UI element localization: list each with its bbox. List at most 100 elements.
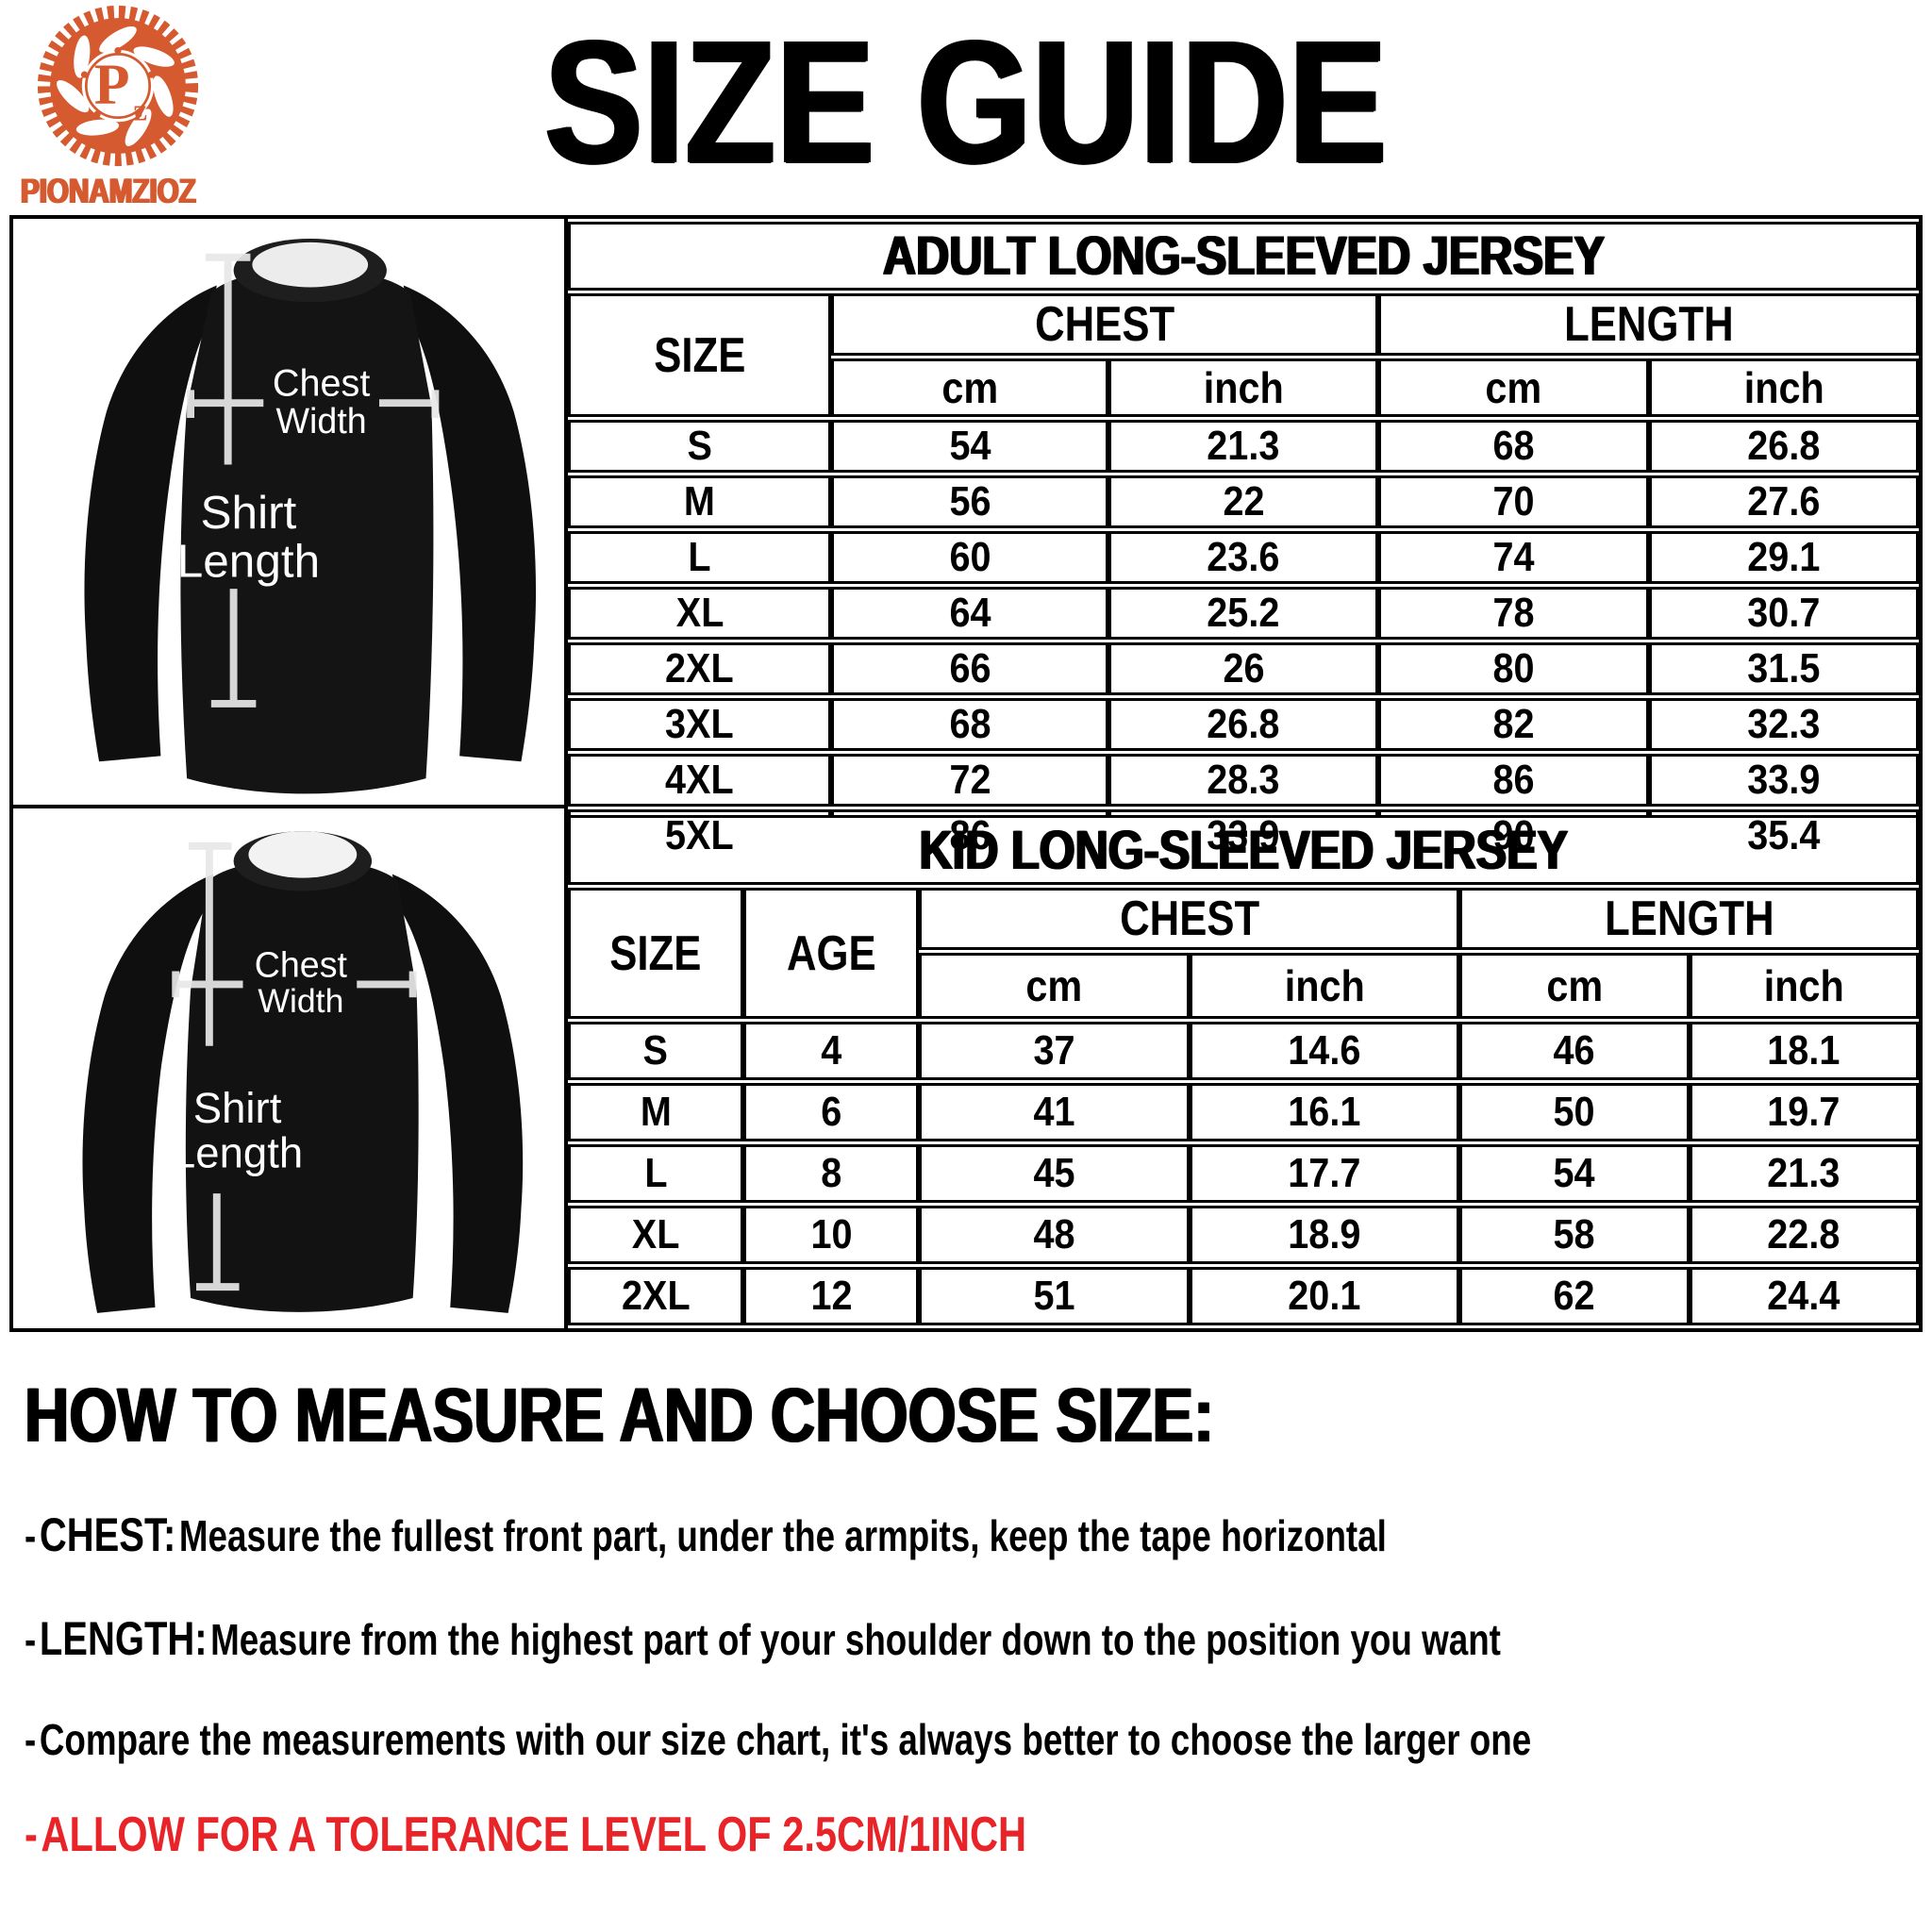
instruction-compare: - Compare the measurements with our size…	[25, 1717, 1917, 1762]
unit-header-cm: cm	[831, 358, 1108, 417]
unit-header-cm: cm	[919, 953, 1190, 1019]
table-cell: 68	[831, 698, 1108, 751]
table-cell: S	[568, 420, 832, 473]
bullet-dash: -	[25, 1614, 37, 1664]
kid-shirt-diagram: Chest Width Shirt Length	[13, 808, 564, 1328]
table-cell: 26	[1108, 642, 1379, 695]
table-cell: 18.1	[1689, 1022, 1919, 1080]
table-cell: 31.5	[1648, 642, 1919, 695]
table-cell: 41	[919, 1083, 1190, 1141]
table-cell: M	[568, 475, 832, 528]
how-to-measure-heading: HOW TO MEASURE AND CHOOSE SIZE:	[25, 1373, 1215, 1458]
unit-header-cm: cm	[1459, 953, 1690, 1019]
table-cell: 23.6	[1108, 531, 1379, 584]
chest-width-label: Width	[276, 401, 367, 441]
table-cell: 3XL	[568, 698, 832, 751]
table-cell: 19.7	[1689, 1083, 1919, 1141]
table-cell: 54	[831, 420, 1108, 473]
bullet-dash: -	[25, 1715, 37, 1765]
instruction-length: - LENGTH: Measure from the highest part …	[25, 1611, 1917, 1665]
table-cell: 16.1	[1189, 1083, 1460, 1141]
measurement-lines	[172, 841, 417, 1291]
table-row: 3XL 68 26.8 82 32.3	[568, 698, 1919, 751]
table-cell: 72	[831, 754, 1108, 807]
chest-width-label: Chest	[255, 944, 348, 984]
table-cell: 26.8	[1108, 698, 1379, 751]
table-row: S 54 21.3 68 26.8	[568, 420, 1919, 473]
table-row: XL 10 48 18.9 58 22.8	[568, 1206, 1919, 1264]
chest-width-label: Width	[258, 982, 343, 1020]
table-cell: 48	[919, 1206, 1190, 1264]
table-row: 2XL 12 51 20.1 62 24.4	[568, 1267, 1919, 1325]
kid-size-section: KID LONG-SLEEVED JERSEY SIZE AGE CHEST L…	[568, 812, 1919, 1328]
column-header-chest: CHEST	[831, 293, 1379, 356]
table-cell: 50	[1459, 1083, 1690, 1141]
table-cell: 60	[831, 531, 1108, 584]
table-cell: 62	[1459, 1267, 1690, 1325]
table-cell: S	[568, 1022, 744, 1080]
page-title: SIZE GUIDE	[544, 5, 1388, 200]
instruction-label: LENGTH:	[39, 1611, 208, 1665]
bullet-dash: -	[25, 1807, 38, 1863]
shirt-length-label: Shirt	[193, 1084, 282, 1132]
kid-size-table: KID LONG-SLEEVED JERSEY SIZE AGE CHEST L…	[568, 812, 1919, 1328]
unit-header-inch: inch	[1108, 358, 1379, 417]
table-cell: 2XL	[568, 1267, 744, 1325]
logo-monogram-z: z	[133, 93, 147, 127]
table-cell: 25.2	[1108, 587, 1379, 640]
table-cell: 54	[1459, 1144, 1690, 1203]
table-cell: 46	[1459, 1022, 1690, 1080]
column-header-size: SIZE	[568, 293, 832, 417]
table-cell: 28.3	[1108, 754, 1379, 807]
table-cell: 29.1	[1648, 531, 1919, 584]
shirt-length-label: Shirt	[201, 487, 297, 539]
table-cell: 70	[1378, 475, 1649, 528]
table-cell: 33.9	[1648, 754, 1919, 807]
table-cell: 66	[831, 642, 1108, 695]
table-cell: 80	[1378, 642, 1649, 695]
unit-header-inch: inch	[1689, 953, 1919, 1019]
table-row: M 6 41 16.1 50 19.7	[568, 1083, 1919, 1141]
shirt-length-label: Length	[172, 1128, 303, 1176]
size-chart-box: Chest Width Shirt Length	[9, 215, 1923, 1332]
table-cell: 4XL	[568, 754, 832, 807]
table-cell: XL	[568, 1206, 744, 1264]
instruction-text: ALLOW FOR A TOLERANCE LEVEL OF 2.5CM/1IN…	[41, 1807, 1027, 1863]
table-cell: 20.1	[1189, 1267, 1460, 1325]
logo-monogram-p: P	[94, 53, 130, 117]
table-row: L 60 23.6 74 29.1	[568, 531, 1919, 584]
table-cell: 14.6	[1189, 1022, 1460, 1080]
column-header-age: AGE	[743, 888, 920, 1019]
instruction-tolerance: - ALLOW FOR A TOLERANCE LEVEL OF 2.5CM/1…	[25, 1809, 1917, 1861]
unit-header-inch: inch	[1189, 953, 1460, 1019]
table-cell: 56	[831, 475, 1108, 528]
table-cell: 26.8	[1648, 420, 1919, 473]
table-row: 4XL 72 28.3 86 33.9	[568, 754, 1919, 807]
table-cell: 21.3	[1108, 420, 1379, 473]
table-cell: 74	[1378, 531, 1649, 584]
instruction-text: Measure from the highest part of your sh…	[210, 1614, 1501, 1664]
adult-shirt-diagram: Chest Width Shirt Length	[13, 219, 564, 808]
table-row: L 8 45 17.7 54 21.3	[568, 1144, 1919, 1203]
column-header-length: LENGTH	[1459, 888, 1919, 950]
brand-logo: P z PIONAMZIOZ	[21, 0, 215, 208]
table-cell: 4	[743, 1022, 920, 1080]
brand-name: PIONAMZIOZ	[21, 172, 196, 210]
table-cell: 86	[1378, 754, 1649, 807]
table-cell: M	[568, 1083, 744, 1141]
instruction-text: Measure the fullest front part, under th…	[178, 1511, 1387, 1561]
table-cell: 45	[919, 1144, 1190, 1203]
table-cell: 30.7	[1648, 587, 1919, 640]
instruction-label: CHEST:	[39, 1508, 176, 1562]
table-cell: 17.7	[1189, 1144, 1460, 1203]
table-cell: 51	[919, 1267, 1190, 1325]
column-header-chest: CHEST	[919, 888, 1460, 950]
table-cell: 22.8	[1689, 1206, 1919, 1264]
table-cell: 37	[919, 1022, 1190, 1080]
adult-table-title: ADULT LONG-SLEEVED JERSEY	[568, 222, 1919, 291]
kid-table-title: KID LONG-SLEEVED JERSEY	[568, 815, 1919, 885]
table-cell: L	[568, 1144, 744, 1203]
table-row: S 4 37 14.6 46 18.1	[568, 1022, 1919, 1080]
table-row: 2XL 66 26 80 31.5	[568, 642, 1919, 695]
